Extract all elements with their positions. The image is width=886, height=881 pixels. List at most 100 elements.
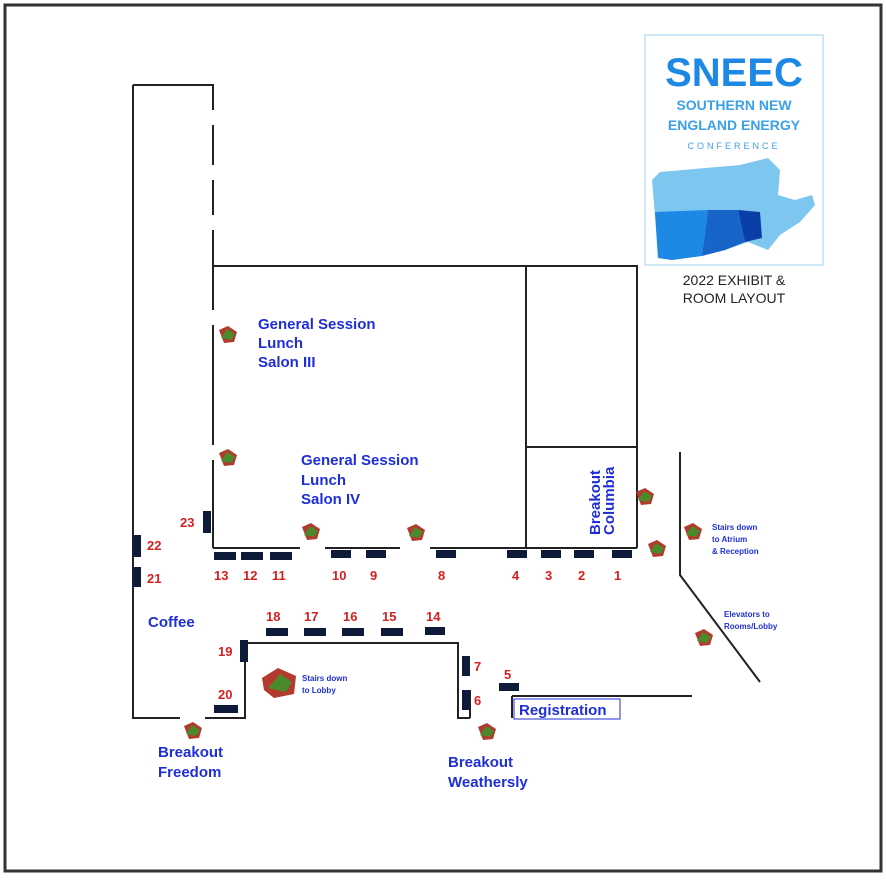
plants xyxy=(184,326,713,740)
booth-number-3: 3 xyxy=(545,568,552,583)
booth-15[interactable] xyxy=(381,628,403,636)
plant-icon xyxy=(695,629,713,646)
room-salon-iii: General Session Lunch Salon III xyxy=(258,316,376,371)
logo-frame xyxy=(644,34,824,266)
note-elevators: Elevators to Rooms/Lobby xyxy=(724,610,778,631)
booth-number-15: 15 xyxy=(382,609,396,624)
booth-number-7: 7 xyxy=(474,659,481,674)
logo-wordmark: SNEEC xyxy=(665,51,803,95)
salon3-line1: General Session xyxy=(258,316,376,333)
booth-12[interactable] xyxy=(241,552,263,560)
plant-icon xyxy=(636,488,654,505)
new-england-map-icon xyxy=(652,158,815,260)
freedom-line1: Breakout xyxy=(158,744,223,761)
map-border xyxy=(3,3,883,873)
booth-23[interactable] xyxy=(203,511,211,533)
walls xyxy=(132,84,761,719)
booth-21[interactable] xyxy=(133,567,141,587)
booths xyxy=(133,511,632,713)
booth-number-19: 19 xyxy=(218,644,232,659)
logo-caption1: 2022 EXHIBIT & xyxy=(683,272,786,288)
booth-2[interactable] xyxy=(574,550,594,558)
booth-number-2: 2 xyxy=(578,568,585,583)
columbia-line1: Breakout xyxy=(587,470,604,535)
booth-5[interactable] xyxy=(499,683,519,691)
logo-line2: ENGLAND ENERGY xyxy=(668,117,801,133)
logo-line3: CONFERENCE xyxy=(687,141,780,151)
note-stairs-lobby: Stairs down to Lobby xyxy=(302,674,347,695)
booth-number-1: 1 xyxy=(614,568,621,583)
logo-caption2: ROOM LAYOUT xyxy=(683,290,786,306)
booth-14[interactable] xyxy=(425,627,445,635)
booth-16[interactable] xyxy=(342,628,364,636)
elevators-line2: Rooms/Lobby xyxy=(724,622,778,631)
booth-number-20: 20 xyxy=(218,687,232,702)
plant-icon xyxy=(219,326,237,343)
booth-number-14: 14 xyxy=(426,609,441,624)
registration-box xyxy=(513,698,621,720)
plant-icon xyxy=(407,524,425,541)
plant-icon xyxy=(478,723,496,740)
booth-13[interactable] xyxy=(214,552,236,560)
booth-6[interactable] xyxy=(462,690,470,710)
room-coffee: Coffee xyxy=(148,614,195,631)
stairs-lobby-line1: Stairs down xyxy=(302,674,347,683)
logo-line1: SOUTHERN NEW xyxy=(676,97,792,113)
weathersly-line1: Breakout xyxy=(448,754,513,771)
stairs-atrium-line1: Stairs down xyxy=(712,523,757,532)
booth-3[interactable] xyxy=(541,550,561,558)
booth-number-5: 5 xyxy=(504,667,511,682)
stairs-lobby-line2: to Lobby xyxy=(302,686,336,695)
room-salon-iv: General Session Lunch Salon IV xyxy=(301,452,419,508)
salon4-line1: General Session xyxy=(301,452,419,469)
booth-number-6: 6 xyxy=(474,693,481,708)
booth-number-16: 16 xyxy=(343,609,357,624)
plant-icon xyxy=(219,449,237,466)
freedom-line2: Freedom xyxy=(158,764,221,781)
booth-4[interactable] xyxy=(507,550,527,558)
booth-number-8: 8 xyxy=(438,568,445,583)
booth-11[interactable] xyxy=(270,552,292,560)
booth-number-23: 23 xyxy=(180,515,194,530)
stairs-atrium-line3: & Reception xyxy=(712,547,759,556)
stairs-atrium-line2: to Atrium xyxy=(712,535,747,544)
booth-number-12: 12 xyxy=(243,568,257,583)
plant-icon-large xyxy=(262,668,296,698)
booth-number-17: 17 xyxy=(304,609,318,624)
note-stairs-atrium: Stairs down to Atrium & Reception xyxy=(712,523,759,556)
plant-icon xyxy=(684,523,702,540)
booth-22[interactable] xyxy=(133,535,141,557)
booth-numbers: 1 2 3 4 5 6 7 8 9 10 11 12 13 14 15 16 1… xyxy=(147,515,621,708)
booth-number-18: 18 xyxy=(266,609,280,624)
booth-1[interactable] xyxy=(612,550,632,558)
booth-number-11: 11 xyxy=(272,568,286,583)
booth-10[interactable] xyxy=(331,550,351,558)
plant-icon xyxy=(648,540,666,557)
booth-19[interactable] xyxy=(240,640,248,662)
booth-number-9: 9 xyxy=(370,568,377,583)
salon4-line3: Salon IV xyxy=(301,491,360,508)
booth-number-21: 21 xyxy=(147,571,161,586)
room-columbia: Breakout Columbia xyxy=(587,466,618,535)
booth-17[interactable] xyxy=(304,628,326,636)
room-registration: Registration xyxy=(519,702,607,719)
booth-number-22: 22 xyxy=(147,538,161,553)
booth-number-10: 10 xyxy=(332,568,346,583)
booth-18[interactable] xyxy=(266,628,288,636)
elevators-line1: Elevators to xyxy=(724,610,770,619)
plant-icon xyxy=(302,523,320,540)
booth-20[interactable] xyxy=(214,705,238,713)
booth-8[interactable] xyxy=(436,550,456,558)
room-freedom: Breakout Freedom xyxy=(158,744,223,781)
booth-9[interactable] xyxy=(366,550,386,558)
salon3-line3: Salon III xyxy=(258,354,316,371)
room-weathersly: Breakout Weathersly xyxy=(448,754,528,791)
booth-number-4: 4 xyxy=(512,568,520,583)
salon3-line2: Lunch xyxy=(258,335,303,352)
plant-icon xyxy=(184,722,202,739)
weathersly-line2: Weathersly xyxy=(448,774,528,791)
booth-7[interactable] xyxy=(462,656,470,676)
booth-number-13: 13 xyxy=(214,568,228,583)
